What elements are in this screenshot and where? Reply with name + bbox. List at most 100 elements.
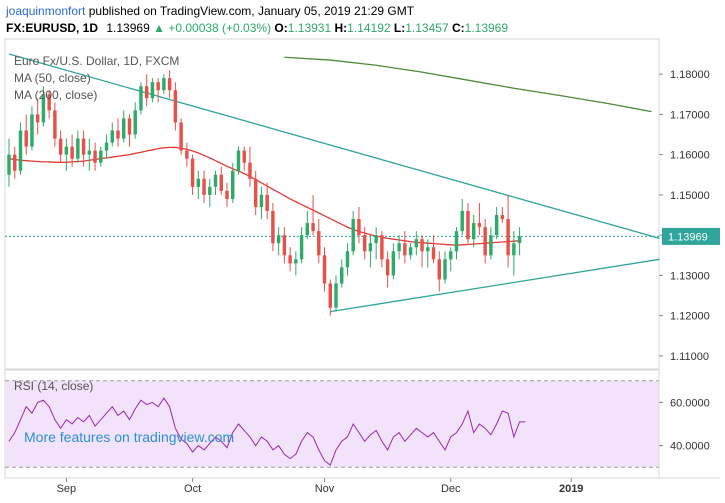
candle-body (311, 223, 315, 232)
candle-body (219, 174, 223, 191)
candle-body (466, 211, 470, 240)
ma200-line (284, 56, 652, 113)
candle-body (122, 118, 126, 139)
candle-body (242, 150, 246, 163)
trendline-1 (330, 258, 660, 313)
trendline-0 (8, 53, 660, 240)
time-tick-label: Dec (441, 483, 461, 495)
price-tick-label: 1.15000 (670, 190, 710, 202)
candle-body (317, 231, 321, 256)
candle-body (420, 239, 424, 252)
candle-body (351, 219, 355, 252)
candle-body (144, 86, 149, 99)
symbol-line: FX:EURUSD, 1D 1.13969 ▲ +0.00038 (+0.03%… (6, 21, 508, 35)
price-tick-label: 1.16000 (670, 150, 710, 162)
candle-body (196, 178, 201, 187)
candle-body (81, 138, 86, 155)
candle-body (76, 138, 80, 159)
price-tag-label: 1.13969 (668, 231, 708, 243)
candle-body (190, 158, 195, 187)
time-tick-label: Oct (184, 483, 201, 495)
candle-body (437, 259, 441, 280)
change-up-icon: ▲ (153, 21, 165, 35)
trendlines (8, 53, 660, 313)
ma200-legend: MA (200, close) (14, 88, 97, 102)
candle-body (294, 259, 298, 264)
candle-body (368, 243, 373, 252)
candle-body (139, 86, 143, 111)
candle-body (374, 235, 378, 244)
author-link[interactable]: joaquinmonfort (6, 4, 86, 18)
candle-body (305, 223, 310, 236)
publish-line: joaquinmonfort published on TradingView.… (6, 4, 414, 18)
candle-body (477, 223, 482, 228)
candle-body (259, 194, 264, 207)
candle-body (282, 235, 287, 256)
low-label: L: (393, 21, 406, 35)
candle-body (185, 150, 189, 159)
candle-body (202, 178, 206, 195)
time-tick-label: 2019 (559, 483, 583, 495)
ma200-polyline (284, 56, 652, 113)
candle-body (362, 235, 367, 252)
candle-body (110, 130, 114, 143)
candle-body (150, 82, 155, 99)
price-tick-label: 1.18000 (670, 69, 710, 81)
close-label: C: (451, 21, 465, 35)
price-tick-label: 1.11000 (670, 351, 709, 363)
candle-body (70, 146, 74, 159)
candle-body (391, 251, 396, 276)
price-tick-label: 1.13000 (670, 270, 710, 282)
candle-body (13, 154, 17, 171)
candle-body (414, 239, 419, 248)
candle-body (18, 130, 23, 171)
symbol-label: FX:EURUSD, 1D (6, 21, 99, 35)
candle-body (500, 215, 505, 220)
candle-body (231, 170, 235, 199)
candle-body (328, 283, 332, 308)
candle-body (265, 194, 269, 212)
high-label: H: (334, 21, 348, 35)
candle-body (167, 78, 172, 91)
candle-body (299, 235, 304, 260)
candle-body (431, 247, 436, 260)
price-tick-label: 1.12000 (670, 311, 710, 323)
candle-body (99, 150, 103, 163)
candle-body (340, 267, 344, 284)
candle-body (357, 219, 361, 236)
candle-body (93, 150, 97, 163)
candle-body (47, 94, 51, 111)
candle-body (426, 247, 430, 252)
candle-body (41, 94, 46, 123)
candle-body (443, 259, 447, 280)
candle-body (494, 215, 499, 236)
candle-body (471, 223, 476, 240)
candle-body (253, 178, 258, 207)
candle-body (276, 235, 281, 244)
candle-body (35, 114, 40, 123)
price-axis-labels: 1.180001.170001.160001.150001.140001.130… (659, 69, 710, 363)
candle-body (506, 219, 510, 256)
high-value: 1.14192 (347, 21, 391, 35)
rsi-axis-labels: 60.0000 40.0000 (659, 397, 710, 453)
candle-body (449, 251, 453, 260)
candle-body (104, 142, 109, 151)
candle-body (483, 227, 487, 256)
candle-body (162, 78, 166, 91)
watermark-link[interactable]: More features on tradingview.com (24, 429, 234, 445)
rsi-line (8, 397, 526, 466)
candle-body (385, 259, 390, 276)
candle-body (225, 190, 229, 199)
candle-body (408, 247, 413, 256)
candle-body (236, 150, 241, 171)
low-value: 1.13457 (405, 21, 449, 35)
candle-body (30, 114, 34, 147)
candle-body (24, 130, 28, 147)
main-pane[interactable] (4, 38, 660, 370)
time-axis-labels: Sep Oct Nov Dec 2019 (57, 478, 583, 495)
candle-body (213, 174, 218, 187)
time-tick-label: Nov (315, 483, 335, 495)
candle-body (7, 154, 11, 175)
